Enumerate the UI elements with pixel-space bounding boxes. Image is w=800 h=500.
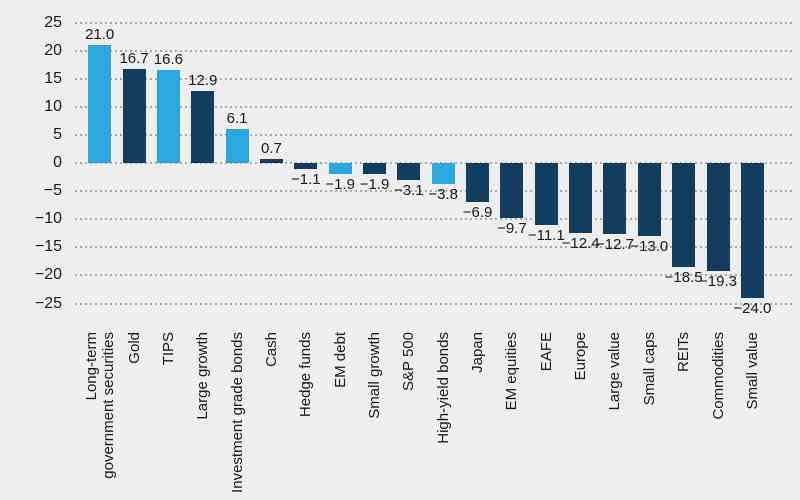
bar-value-label: −6.9 [462,203,493,221]
x-category-label: Gold [125,332,143,364]
bar-value-label: −12.7 [595,236,634,254]
bar-value-label: −1.9 [359,175,390,193]
gridline [75,218,792,221]
bar [397,163,421,181]
bar-value-label: 6.1 [226,109,248,127]
bar-value-label: −18.5 [664,268,703,286]
bar [363,163,386,174]
x-category-label: Large growth [194,332,212,420]
x-category-label: Small caps [640,332,658,406]
bar-value-label: −13.0 [630,238,669,256]
bar-value-label: 21.0 [85,25,115,43]
bar [603,163,627,235]
x-category-label: EM equities [503,332,521,411]
x-category-label: Hedge funds [297,332,315,418]
x-category-label: Commodities [709,332,727,420]
y-axis-tick-label: −25 [34,294,62,312]
bar-value-label: −3.1 [394,182,424,200]
x-category-label: Small value [743,332,761,410]
x-category-label: Investment grade bonds [228,332,246,493]
y-axis-tick-label: −10 [34,210,62,228]
bar [672,163,696,267]
bar-value-label: −9.7 [497,219,527,237]
x-category-label: Europe [572,332,590,381]
y-axis-tick-label: 0 [53,154,62,171]
bar [191,90,215,163]
bar [156,69,180,163]
x-category-label: High-yield bonds [434,332,452,444]
y-axis-tick-label: −5 [43,182,62,200]
bar [637,163,661,237]
bar [88,44,112,163]
y-axis-tick-label: −15 [34,238,62,256]
bar-value-label: 16.7 [119,50,149,68]
x-category-label: Cash [262,332,280,368]
bar-value-label: −3.8 [428,186,458,204]
gridline [75,246,792,249]
y-axis-tick-label: 10 [44,97,62,115]
gridline [75,133,792,136]
bar [431,163,455,185]
bar [466,163,490,202]
gridline [75,190,792,193]
bar [259,159,283,163]
bar-value-label: −24.0 [733,299,772,317]
bar [500,163,524,218]
x-category-label: Long-term government securities [82,332,117,479]
gridline [75,21,792,24]
x-category-label: TIPS [159,332,177,366]
x-category-label: Japan [469,332,487,373]
gridline [75,49,792,52]
bar [328,163,352,174]
x-category-label: S&P 500 [400,332,418,391]
y-axis-tick-label: −20 [34,266,62,284]
bar-value-label: −1.9 [325,175,355,193]
gridline [75,302,792,305]
bar-value-label: 0.7 [261,140,282,158]
bar-value-label: −1.1 [290,171,321,189]
bar [294,163,318,170]
bar [534,163,558,226]
y-axis-tick-label: 15 [44,69,62,87]
bar [740,163,764,298]
gridline [75,274,792,277]
y-axis-tick-label: 25 [44,13,62,31]
y-axis-tick-label: 5 [53,125,62,143]
x-category-label: Large value [606,332,624,411]
x-category-label: REITs [675,332,693,373]
bar-value-label: 16.6 [153,50,183,68]
bar [225,128,249,163]
gridline [75,105,792,108]
bar [122,69,146,163]
x-category-label: EM debt [331,332,349,388]
x-category-label: EAFE [537,332,555,372]
bar-value-label: −11.1 [527,227,565,245]
bar-value-label: −19.3 [699,273,737,291]
x-category-label: Small growth [366,332,383,419]
bar [569,163,593,233]
y-axis-tick-label: 20 [44,41,62,59]
bar [706,163,730,272]
gridline [75,77,792,80]
bar-value-label: −12.4 [561,234,600,252]
bar-value-label: 12.9 [188,71,218,89]
